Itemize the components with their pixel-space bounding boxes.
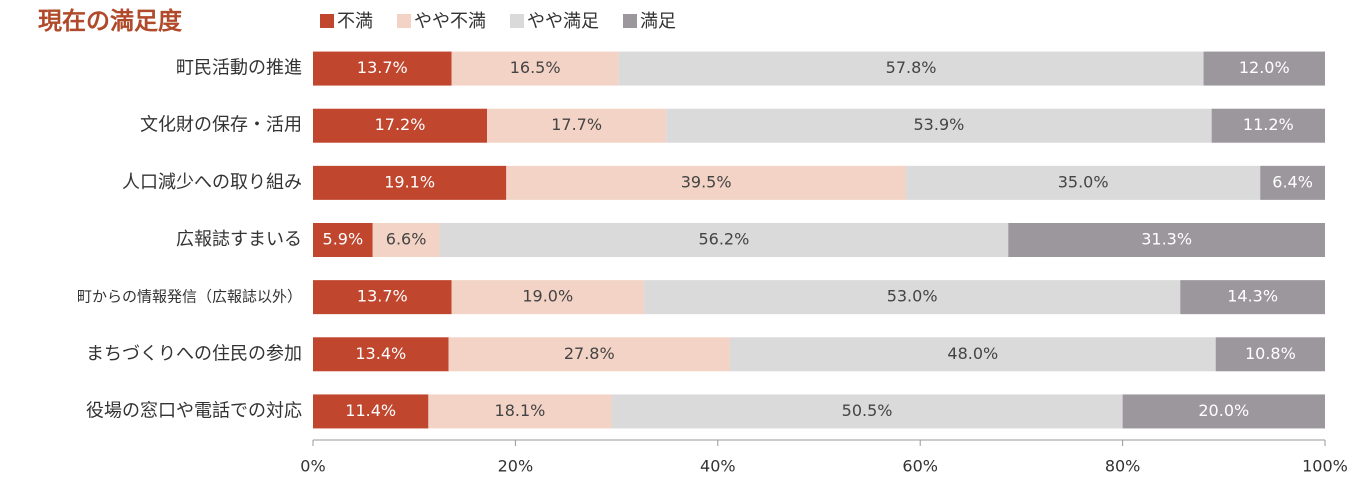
- bar-segment: [439, 223, 1009, 257]
- value-label: 13.4%: [355, 344, 406, 363]
- bar-segment: [906, 165, 1261, 200]
- bar-segment: [372, 223, 440, 257]
- bar-segment: [428, 394, 612, 429]
- value-label: 53.0%: [887, 287, 938, 306]
- x-tick-label: 0%: [300, 457, 325, 476]
- bar-segment: [1008, 223, 1325, 257]
- category-label: まちづくりへの住民の参加: [86, 343, 302, 364]
- value-label: 27.8%: [564, 344, 615, 363]
- bar-segment: [618, 51, 1204, 86]
- bar-segment: [313, 108, 488, 143]
- category-label: 町民活動の推進: [176, 58, 302, 79]
- value-label: 53.9%: [914, 115, 965, 134]
- value-label: 14.3%: [1227, 287, 1278, 306]
- value-label: 35.0%: [1058, 172, 1109, 191]
- x-tick-label: 60%: [902, 457, 938, 476]
- value-label: 56.2%: [698, 230, 749, 249]
- legend-swatch: [397, 14, 411, 28]
- legend-label: やや不満: [414, 11, 486, 32]
- value-label: 13.7%: [357, 58, 408, 77]
- bar-segment: [448, 337, 730, 372]
- legend-label: やや満足: [527, 11, 599, 32]
- legend-swatch: [623, 14, 637, 28]
- legend-label: 不満: [337, 11, 373, 32]
- value-label: 19.1%: [384, 172, 435, 191]
- value-label: 31.3%: [1141, 230, 1192, 249]
- category-label: 人口減少への取り組み: [122, 172, 302, 193]
- bar-segment: [643, 280, 1181, 315]
- value-label: 13.7%: [357, 287, 408, 306]
- value-label: 10.8%: [1245, 344, 1296, 363]
- value-label: 16.5%: [510, 58, 561, 77]
- bar-segment: [729, 337, 1216, 372]
- bar-segment: [313, 51, 452, 86]
- category-label: 町からの情報発信（広報誌以外）: [77, 288, 302, 306]
- value-label: 50.5%: [842, 401, 893, 420]
- value-label: 48.0%: [947, 344, 998, 363]
- value-label: 19.0%: [522, 287, 573, 306]
- bar-segment: [313, 280, 452, 315]
- chart-title: 現在の満足度: [38, 7, 183, 35]
- bar-segment: [313, 337, 449, 372]
- legend-swatch: [320, 14, 334, 28]
- bar-segment: [1215, 337, 1325, 372]
- bar-segment: [1260, 165, 1325, 200]
- x-tick-label: 40%: [700, 457, 736, 476]
- bar-segment: [313, 394, 429, 429]
- bar-segment: [1180, 280, 1325, 315]
- bar-segment: [313, 165, 507, 200]
- value-label: 11.4%: [345, 401, 396, 420]
- value-label: 6.4%: [1272, 172, 1313, 191]
- bar-segment: [611, 394, 1123, 429]
- x-tick-label: 20%: [498, 457, 534, 476]
- value-label: 12.0%: [1239, 58, 1290, 77]
- bar-segment: [1211, 108, 1325, 143]
- category-label: 役場の窓口や電話での対応: [86, 400, 302, 421]
- value-label: 17.7%: [551, 115, 602, 134]
- bar-segment: [451, 51, 619, 86]
- bar-segment: [1203, 51, 1325, 86]
- legend-swatch: [510, 14, 524, 28]
- bar-segment: [313, 223, 373, 257]
- bar-segment: [451, 280, 644, 315]
- bar-segment: [487, 108, 667, 143]
- x-tick-label: 100%: [1302, 457, 1348, 476]
- bar-segment: [1122, 394, 1325, 429]
- value-label: 11.2%: [1243, 115, 1294, 134]
- value-label: 6.6%: [386, 230, 427, 249]
- bar-segment: [506, 165, 907, 200]
- bar-segment: [666, 108, 1212, 143]
- category-label: 文化財の保存・活用: [140, 115, 302, 136]
- x-tick-label: 80%: [1105, 457, 1141, 476]
- category-label: 広報誌すまいる: [176, 229, 302, 250]
- legend-label: 満足: [640, 11, 676, 32]
- value-label: 20.0%: [1198, 401, 1249, 420]
- value-label: 17.2%: [375, 115, 426, 134]
- value-label: 5.9%: [323, 230, 364, 249]
- value-label: 57.8%: [886, 58, 937, 77]
- value-label: 39.5%: [681, 172, 732, 191]
- value-label: 18.1%: [495, 401, 546, 420]
